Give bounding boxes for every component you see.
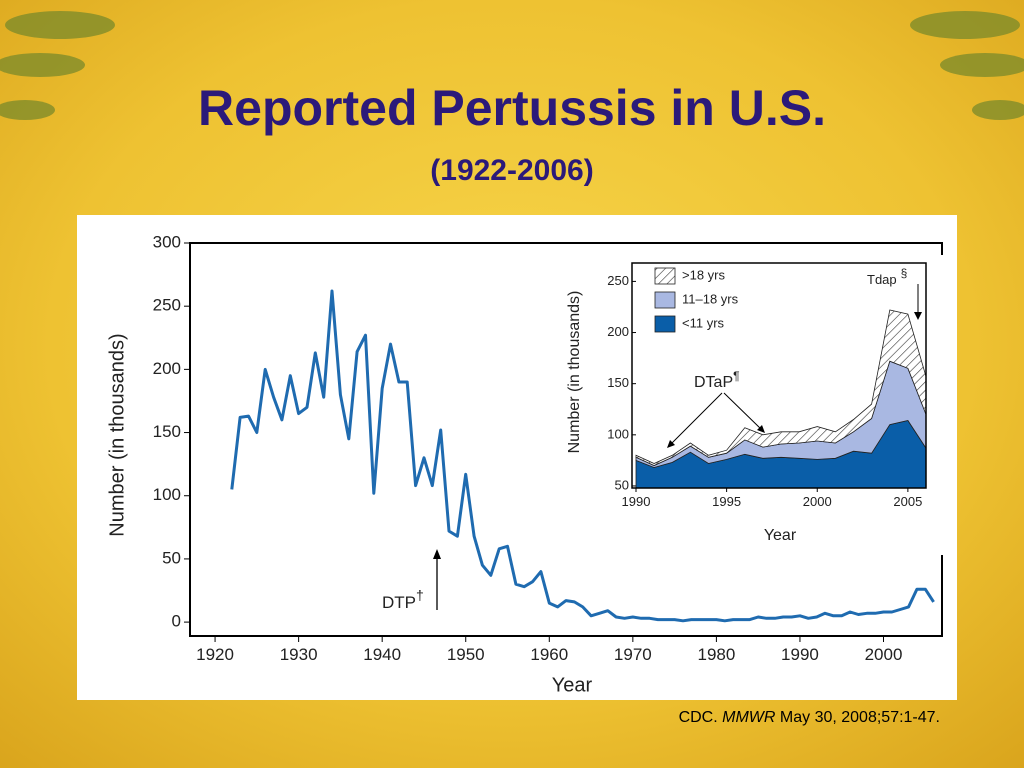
legend-swatch	[654, 291, 676, 309]
y-tick-label: 200	[153, 359, 181, 378]
y-tick-label: 300	[153, 232, 181, 251]
legend-label: <11 yrs	[682, 315, 725, 330]
annotation-arrowhead	[757, 425, 765, 433]
x-tick-label: 1990	[781, 645, 819, 664]
x-tick-label: 2000	[865, 645, 903, 664]
x-tick-label: 1930	[280, 645, 318, 664]
annotation-arrowhead	[667, 440, 675, 448]
y-tick-label: 100	[607, 426, 629, 441]
x-tick-label: 2005	[893, 494, 922, 509]
annotation-mark: ¶	[733, 369, 739, 383]
y-tick-label: 150	[607, 375, 629, 390]
x-tick-label: 1950	[447, 645, 485, 664]
y-tick-label: 50	[162, 548, 181, 567]
citation: CDC. MMWR May 30, 2008;57:1-47.	[679, 709, 940, 726]
legend-label: 11–18 yrs	[682, 291, 739, 306]
x-tick-label: 1970	[614, 645, 652, 664]
annotation-mark: §	[901, 266, 908, 280]
plot-frame	[631, 262, 927, 489]
citation-journal: MMWR	[722, 709, 776, 726]
x-tick-label: 1980	[697, 645, 735, 664]
citation-source: CDC.	[679, 709, 718, 726]
legend-swatch	[654, 315, 676, 333]
annotation-text: Tdap	[867, 272, 897, 287]
legend-swatch	[654, 267, 676, 285]
x-tick-label: 1940	[363, 645, 401, 664]
annotation: Tdap §	[867, 266, 907, 287]
x-axis-label: Year	[764, 527, 797, 544]
data-line	[230, 289, 935, 623]
citation-details: May 30, 2008;57:1-47.	[780, 709, 940, 726]
x-axis-label: Year	[552, 674, 593, 696]
annotation: DTP†	[382, 587, 424, 613]
annotation-text: DTaP	[694, 374, 733, 391]
slide-title: Reported Pertussis in U.S.	[198, 80, 826, 136]
y-tick-label: 250	[153, 296, 181, 315]
annotation-arrow	[669, 392, 723, 446]
y-tick-label: 0	[172, 612, 181, 631]
decoration	[0, 11, 1024, 120]
y-axis-label: Number (in thousands)	[566, 291, 583, 454]
annotation: DTaP¶	[694, 369, 740, 391]
y-tick-label: 50	[615, 477, 629, 492]
x-tick-label: 1995	[712, 494, 741, 509]
y-axis-label: Number (in thousands)	[106, 333, 128, 536]
annotation-text: DTP	[382, 593, 416, 612]
y-tick-label: 100	[153, 485, 181, 504]
x-tick-label: 2000	[803, 494, 832, 509]
annotation-arrowhead	[433, 549, 441, 559]
annotation-mark: †	[416, 587, 424, 603]
x-tick-label: 1920	[196, 645, 234, 664]
x-tick-label: 1960	[530, 645, 568, 664]
y-tick-label: 250	[607, 273, 629, 288]
annotation-arrow	[723, 392, 763, 431]
slide-subtitle: (1922-2006)	[430, 154, 593, 187]
legend-label: >18 yrs	[682, 267, 725, 282]
y-tick-label: 150	[153, 422, 181, 441]
x-tick-label: 1990	[622, 494, 651, 509]
annotation-arrowhead	[914, 312, 922, 320]
y-tick-label: 200	[607, 324, 629, 339]
